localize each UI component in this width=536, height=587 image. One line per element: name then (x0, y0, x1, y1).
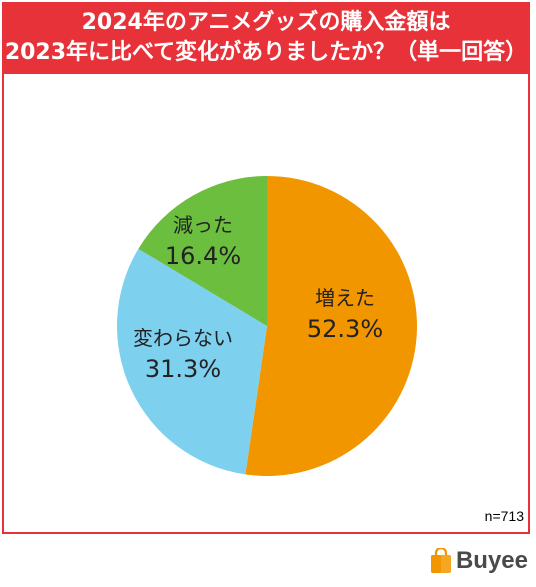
slice-value-increased: 52.3% (307, 315, 383, 343)
logo-text: Buyee (455, 547, 528, 574)
pie-slice-increased (245, 176, 417, 476)
slice-label-decreased: 減った (173, 213, 233, 237)
shopping-bag-icon (430, 548, 451, 573)
sample-size: n=713 (484, 508, 524, 524)
slice-label-increased: 増えた (315, 286, 375, 310)
slice-label-unchanged: 変わらない (133, 326, 233, 350)
title-line-2: 2023年に比べて変化がありましたか？（単一回答） (4, 40, 528, 65)
slice-value-decreased: 16.4% (165, 242, 241, 270)
title-line-1: 2024年のアニメグッズの購入金額は (81, 10, 451, 35)
pie-slice-decreased (138, 176, 267, 326)
buyee-logo: Buyee (430, 546, 528, 576)
title-banner: 2024年のアニメグッズの購入金額は 2023年に比べて変化がありましたか？（単… (2, 2, 530, 74)
pie-slice-unchanged (116, 248, 267, 475)
pie-labels: 増えた 52.3% 変わらない 31.3% 減った 16.4% (133, 213, 383, 383)
pie-slices (116, 176, 417, 476)
slice-value-unchanged: 31.3% (145, 355, 221, 383)
